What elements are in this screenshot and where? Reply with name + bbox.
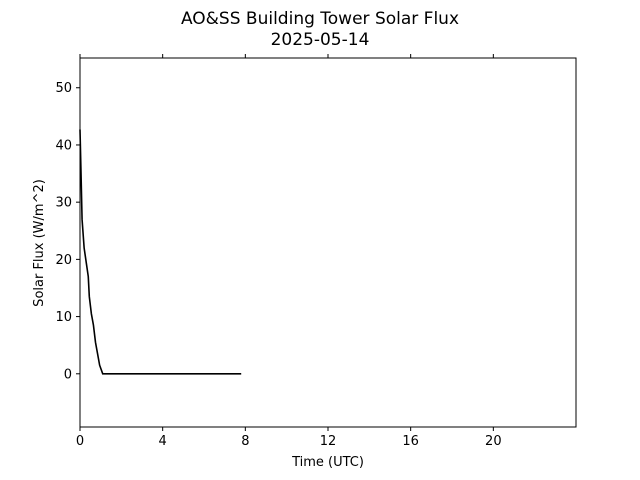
y-tick-label: 40 [55,138,72,153]
x-tick-label: 16 [402,434,419,449]
x-tick-label: 12 [320,434,337,449]
x-tick-label: 20 [485,434,502,449]
chart-subtitle: 2025-05-14 [271,30,370,50]
data-line [79,129,242,375]
x-axis-label: Time (UTC) [291,455,364,470]
x-tick-label: 4 [159,434,167,449]
chart-title: AO&SS Building Tower Solar Flux [181,9,459,29]
y-tick-label: 0 [64,367,72,382]
y-tick-label: 20 [55,253,72,268]
plot-frame [79,57,577,428]
x-tick-label: 0 [76,434,84,449]
y-tick-label: 10 [55,310,72,325]
y-axis-label: Solar Flux (W/m^2) [32,179,47,307]
y-tick-label: 30 [55,196,72,211]
y-tick-label: 50 [55,81,72,96]
x-tick-label: 8 [241,434,249,449]
